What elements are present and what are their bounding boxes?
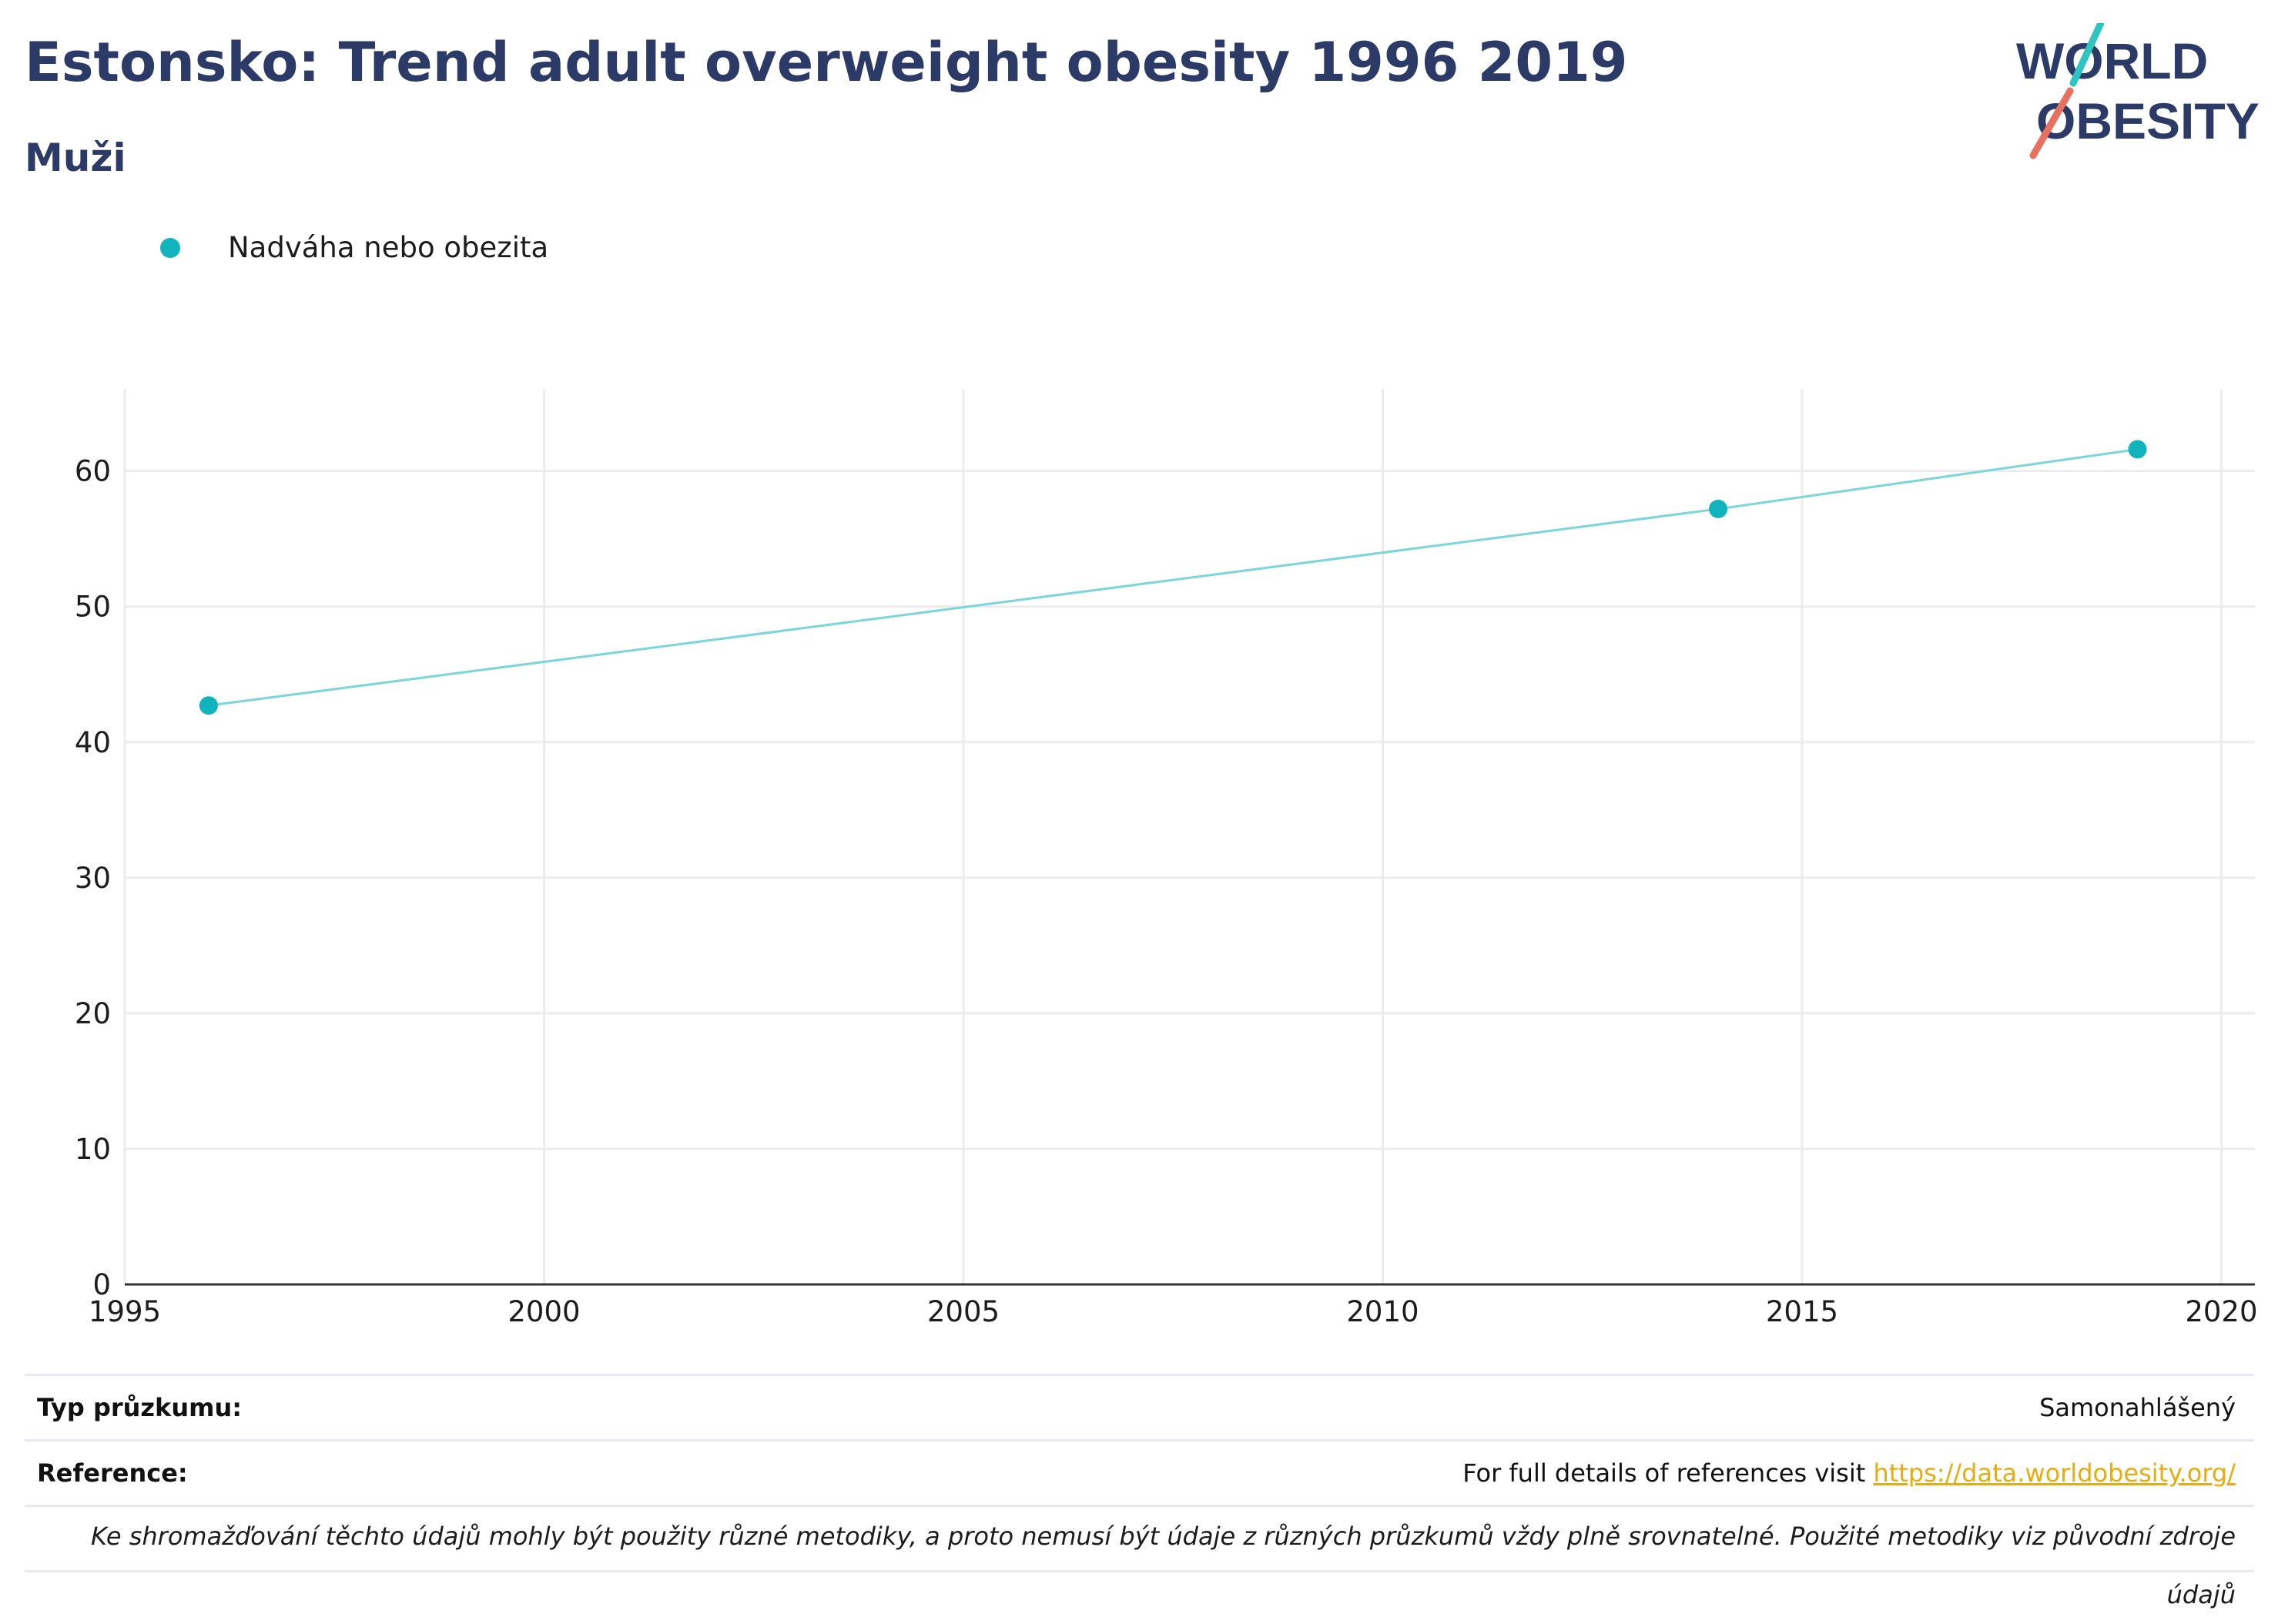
grid <box>123 390 2255 1284</box>
logo-line2: OBESITY <box>2036 92 2260 149</box>
world-obesity-logo: WORLD OBESITY <box>2016 23 2260 159</box>
reference-row: Reference: For full details of reference… <box>25 1439 2254 1505</box>
logo-coral-slash <box>2029 87 2074 159</box>
survey-type-label: Typ průzkumu: <box>37 1393 243 1422</box>
y-tick-label: 60 <box>75 455 111 488</box>
logo-teal-slash <box>2069 23 2105 87</box>
x-tick-label: 2000 <box>508 1295 580 1328</box>
logo-line1: WORLD <box>2016 32 2208 89</box>
chart-title: Estonsko: Trend adult overweight obesity… <box>25 31 1628 94</box>
methodology-note: Ke shromažďování těchto údajů mohly být … <box>25 1505 2254 1609</box>
data-point <box>2128 440 2147 459</box>
x-tick-label: 1995 <box>89 1295 161 1328</box>
series <box>199 440 2147 715</box>
y-tick-label: 0 <box>92 1268 111 1301</box>
x-tick-label: 2005 <box>927 1295 1000 1328</box>
reference-label: Reference: <box>37 1458 188 1488</box>
survey-type-value: Samonahlášený <box>2039 1393 2236 1422</box>
x-tick-label: 2020 <box>2185 1295 2257 1328</box>
legend[interactable]: Nadváha nebo obezita <box>160 231 548 264</box>
series-line <box>208 447 2138 707</box>
reference-value: For full details of references visit htt… <box>1462 1458 2236 1488</box>
info-table: Typ průzkumu: Samonahlášený Reference: F… <box>25 1374 2254 1609</box>
y-tick-label: 30 <box>75 862 111 895</box>
y-tick-label: 10 <box>75 1133 111 1166</box>
reference-text: For full details of references visit <box>1462 1458 1874 1488</box>
y-tick-label: 20 <box>75 997 111 1030</box>
reference-link[interactable]: https://data.worldobesity.org/ <box>1873 1458 2236 1488</box>
x-tick-label: 2010 <box>1346 1295 1419 1328</box>
data-point <box>199 696 218 715</box>
line-chart: 0 10 20 30 40 50 60 1995 2000 2005 2010 2015 2020 <box>75 390 2258 1328</box>
legend-label: Nadváha nebo obezita <box>228 231 549 264</box>
y-tick-label: 40 <box>75 726 111 759</box>
survey-type-row: Typ průzkumu: Samonahlášený <box>25 1374 2254 1439</box>
axes: 0 10 20 30 40 50 60 1995 2000 2005 2010 2015 2020 <box>75 455 2258 1328</box>
y-tick-label: 50 <box>75 591 111 624</box>
chart-subtitle: Muži <box>25 136 126 180</box>
legend-marker <box>160 237 180 258</box>
data-point <box>1709 499 1728 518</box>
x-tick-label: 2015 <box>1766 1295 1838 1328</box>
